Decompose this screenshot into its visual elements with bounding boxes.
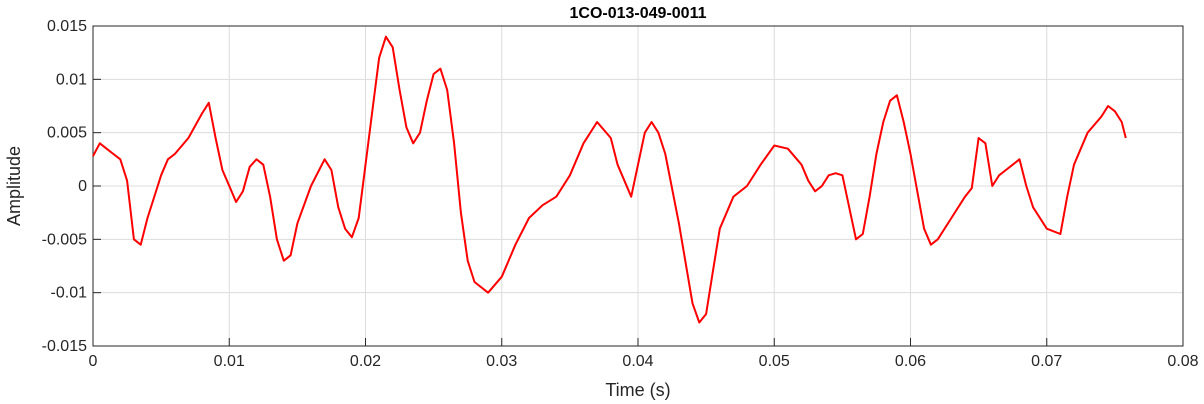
- y-tick-label: -0.005: [42, 231, 87, 248]
- x-tick-label: 0.04: [622, 353, 653, 370]
- y-tick-label: 0.01: [56, 71, 87, 88]
- x-tick-label: 0.05: [759, 353, 790, 370]
- x-tick-label: 0.07: [1031, 353, 1062, 370]
- x-tick-label: 0.08: [1167, 353, 1198, 370]
- x-axis-title: Time (s): [605, 380, 670, 400]
- x-tick-label: 0.02: [350, 353, 381, 370]
- y-tick-label: -0.01: [51, 285, 88, 302]
- y-tick-label: 0.015: [47, 18, 87, 35]
- y-tick-label: 0.005: [47, 125, 87, 142]
- chart-title: 1CO-013-049-0011: [570, 5, 707, 22]
- x-tick-label: 0.01: [214, 353, 245, 370]
- y-tick-label: -0.015: [42, 338, 87, 355]
- y-tick-label: 0: [78, 178, 87, 195]
- amplitude-series-line: [92, 35, 1127, 324]
- x-tick-label: 0.03: [486, 353, 517, 370]
- axis-ticks: 0 0.01 0.02 0.03 0.04 0.05 0.06 0.07 0.08 -0.015 -…: [42, 18, 1199, 370]
- x-tick-label: 0.06: [895, 353, 926, 370]
- y-axis-title: Amplitude: [4, 146, 24, 226]
- x-tick-label: 0: [89, 353, 98, 370]
